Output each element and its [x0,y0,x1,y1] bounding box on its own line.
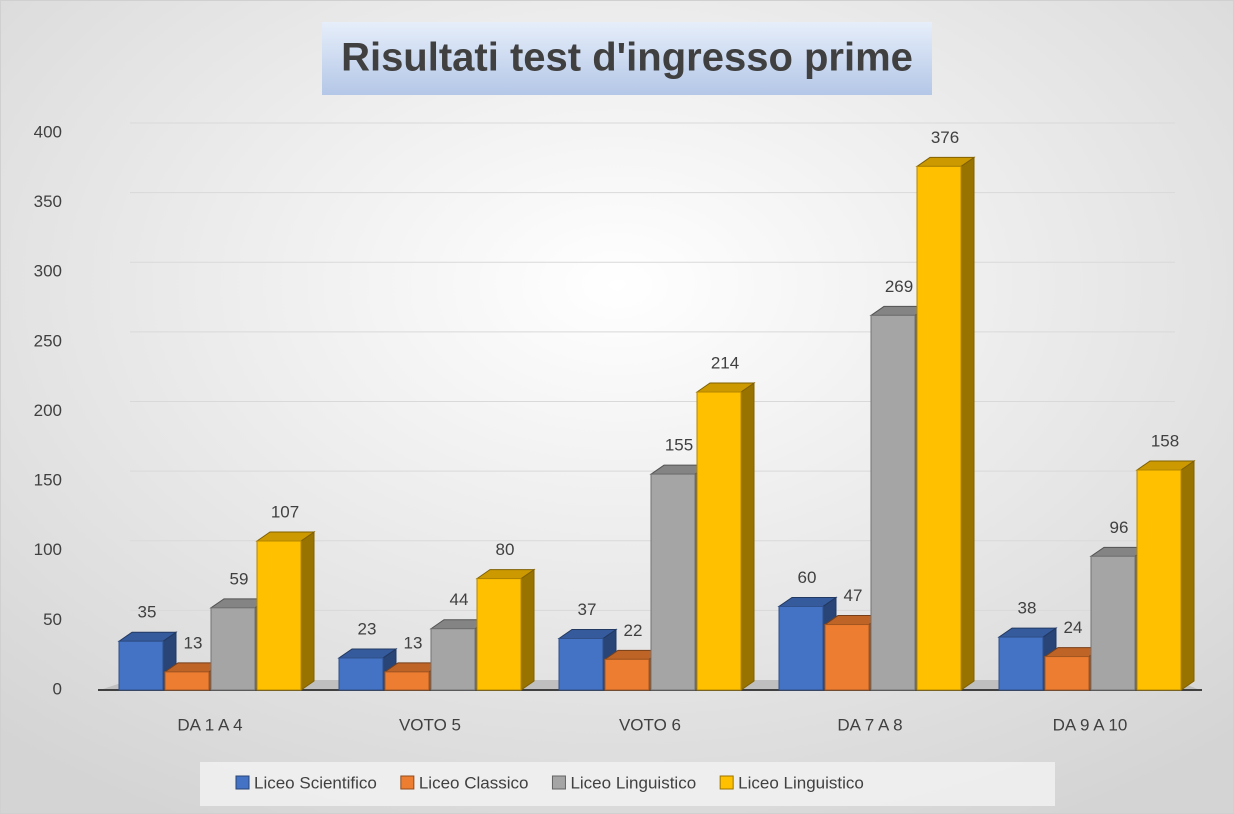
bar [384,671,430,691]
legend-label: Liceo Classico [419,773,529,792]
bar [916,165,962,691]
bar [998,636,1044,691]
value-label: 47 [844,586,863,605]
value-label: 214 [711,353,739,372]
legend-swatch [235,775,250,790]
y-tick-label: 300 [34,262,62,281]
bar [164,671,210,691]
legend: Liceo Scientifico Liceo Classico Liceo Lin… [235,773,864,792]
value-label: 44 [450,590,469,609]
bar-side [300,531,315,691]
y-tick-label: 250 [34,331,62,350]
bar [118,640,164,691]
value-label: 376 [931,128,959,147]
chart-title: Risultati test d'ingresso prime [341,36,913,80]
value-label: 13 [404,633,423,652]
bar [604,658,650,691]
x-tick-label: DA 7 A 8 [837,715,902,734]
legend-label: Liceo Linguistico [738,773,864,792]
value-label: 80 [496,540,515,559]
value-label: 107 [271,502,299,521]
bar [210,607,256,691]
y-tick-label: 150 [34,471,62,490]
bar [338,657,384,691]
value-label: 158 [1151,431,1179,450]
title-box [322,22,932,95]
value-label: 23 [358,619,377,638]
bar [558,637,604,691]
legend-swatch [400,775,415,790]
bar-side [740,382,755,691]
value-label: 35 [138,603,157,622]
legend-box [200,762,1055,806]
legend-swatch [719,775,734,790]
bar [476,578,522,691]
value-label: 269 [885,277,913,296]
bar [778,605,824,691]
bar [824,624,870,691]
y-tick-label: 100 [34,540,62,559]
y-tick-label: 0 [53,679,62,698]
legend-label: Liceo Scientifico [254,773,377,792]
value-label: 155 [665,436,693,455]
y-tick-label: 50 [43,610,62,629]
value-label: 60 [798,568,817,587]
value-label: 24 [1064,618,1083,637]
value-label: 38 [1018,599,1037,618]
y-tick-label: 200 [34,401,62,420]
bar [870,314,916,691]
value-label: 22 [624,621,643,640]
value-label: 13 [184,633,203,652]
y-tick-label: 400 [34,122,62,141]
bar [1090,555,1136,691]
bar-side [520,568,535,691]
value-label: 37 [578,600,597,619]
bar-side [960,156,975,691]
legend-label: Liceo Linguistico [570,773,696,792]
bar [1044,656,1090,691]
bar [256,540,302,691]
y-tick-label: 350 [34,192,62,211]
x-tick-label: VOTO 6 [619,715,681,734]
bar [650,473,696,691]
bar [1136,469,1182,691]
bar [430,628,476,691]
x-tick-label: VOTO 5 [399,715,461,734]
value-label: 96 [1110,518,1129,537]
legend-swatch [551,775,566,790]
value-label: 59 [230,569,249,588]
bar [696,391,742,691]
x-tick-label: DA 9 A 10 [1053,715,1128,734]
x-tick-label: DA 1 A 4 [177,715,242,734]
bar-side [1180,460,1195,691]
